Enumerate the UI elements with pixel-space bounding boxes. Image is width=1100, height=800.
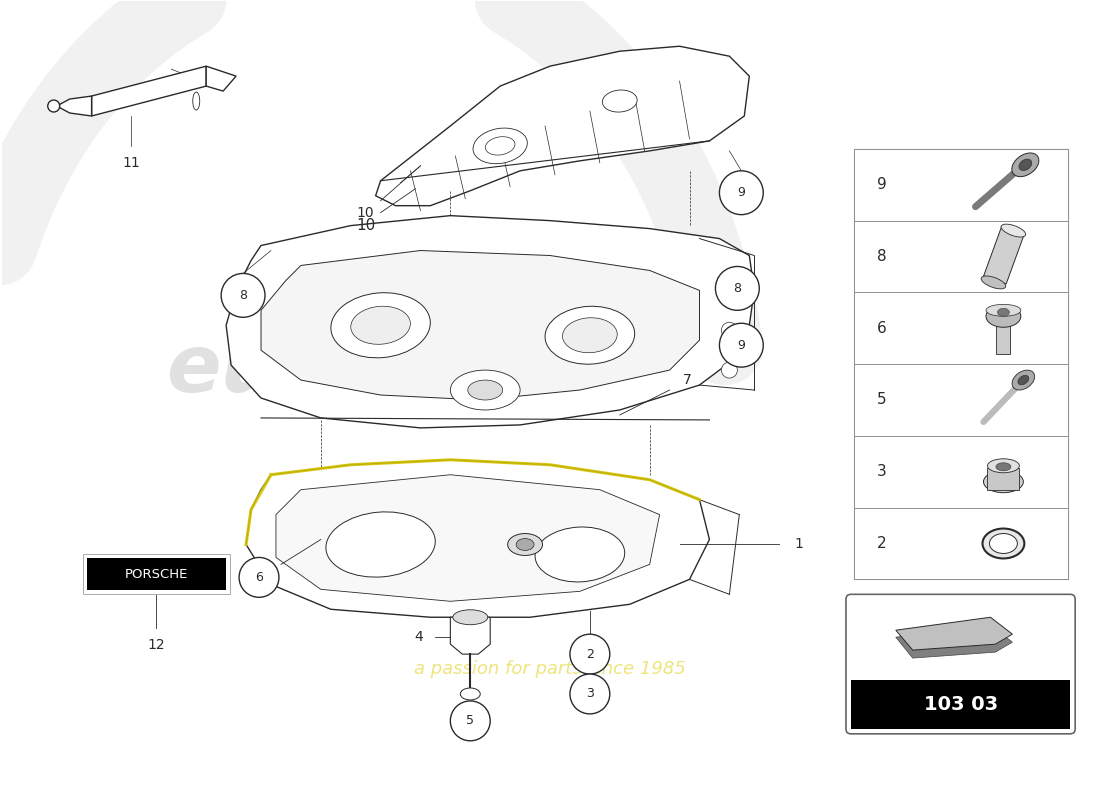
Text: 2: 2 bbox=[877, 536, 887, 551]
Ellipse shape bbox=[982, 529, 1024, 558]
Circle shape bbox=[719, 323, 763, 367]
Ellipse shape bbox=[516, 538, 535, 550]
Polygon shape bbox=[375, 46, 749, 206]
Text: 6: 6 bbox=[877, 321, 887, 336]
Text: 103 03: 103 03 bbox=[924, 694, 998, 714]
Ellipse shape bbox=[351, 306, 410, 344]
Bar bbox=[854, 221, 1068, 292]
Circle shape bbox=[239, 558, 279, 598]
Text: 9: 9 bbox=[877, 178, 887, 192]
Text: eurospares: eurospares bbox=[166, 331, 675, 409]
Ellipse shape bbox=[331, 293, 430, 358]
Polygon shape bbox=[227, 216, 755, 428]
Ellipse shape bbox=[460, 688, 481, 700]
Ellipse shape bbox=[988, 458, 1020, 473]
Polygon shape bbox=[895, 626, 1012, 658]
Bar bbox=[854, 508, 1068, 579]
Ellipse shape bbox=[986, 306, 1021, 327]
Text: 3: 3 bbox=[586, 687, 594, 701]
Text: 8: 8 bbox=[239, 289, 248, 302]
Ellipse shape bbox=[326, 512, 436, 577]
Bar bbox=[988, 468, 1020, 490]
Polygon shape bbox=[450, 618, 491, 654]
FancyBboxPatch shape bbox=[846, 594, 1075, 734]
Ellipse shape bbox=[473, 128, 527, 164]
Circle shape bbox=[722, 282, 737, 298]
Bar bbox=[854, 364, 1068, 436]
Circle shape bbox=[719, 170, 763, 214]
Ellipse shape bbox=[996, 462, 1011, 470]
Text: 7: 7 bbox=[683, 373, 692, 387]
Polygon shape bbox=[895, 618, 1012, 650]
Bar bbox=[854, 149, 1068, 221]
Ellipse shape bbox=[981, 276, 1005, 289]
Polygon shape bbox=[91, 66, 206, 116]
Circle shape bbox=[221, 274, 265, 318]
Polygon shape bbox=[261, 250, 700, 400]
Bar bbox=[87, 558, 227, 590]
Bar bbox=[851, 680, 1070, 729]
Circle shape bbox=[715, 266, 759, 310]
Text: 6: 6 bbox=[255, 571, 263, 584]
Circle shape bbox=[722, 362, 737, 378]
Ellipse shape bbox=[562, 318, 617, 353]
Circle shape bbox=[570, 634, 609, 674]
Bar bbox=[854, 292, 1068, 364]
Polygon shape bbox=[57, 96, 91, 116]
Text: 5: 5 bbox=[877, 393, 887, 407]
Ellipse shape bbox=[468, 380, 503, 400]
Polygon shape bbox=[983, 226, 1024, 284]
Text: 3: 3 bbox=[877, 464, 887, 479]
Ellipse shape bbox=[1019, 159, 1032, 170]
Text: 12: 12 bbox=[147, 638, 165, 652]
Circle shape bbox=[450, 701, 491, 741]
Text: 9: 9 bbox=[737, 338, 746, 352]
Circle shape bbox=[570, 674, 609, 714]
Ellipse shape bbox=[1001, 224, 1025, 237]
Ellipse shape bbox=[990, 534, 1018, 554]
Ellipse shape bbox=[507, 534, 542, 555]
Text: 8: 8 bbox=[877, 249, 887, 264]
Bar bbox=[854, 436, 1068, 508]
Circle shape bbox=[722, 322, 737, 338]
Ellipse shape bbox=[546, 306, 635, 364]
Text: 10: 10 bbox=[356, 218, 375, 233]
Text: 2: 2 bbox=[586, 648, 594, 661]
Bar bbox=[82, 554, 230, 594]
Ellipse shape bbox=[1012, 370, 1035, 390]
Text: a passion for parts since 1985: a passion for parts since 1985 bbox=[414, 660, 686, 678]
Ellipse shape bbox=[450, 370, 520, 410]
Text: 11: 11 bbox=[122, 156, 141, 170]
Bar bbox=[854, 149, 1068, 579]
Ellipse shape bbox=[485, 137, 515, 155]
Circle shape bbox=[47, 100, 59, 112]
Ellipse shape bbox=[535, 527, 625, 582]
Polygon shape bbox=[276, 474, 660, 602]
Ellipse shape bbox=[986, 304, 1021, 316]
Text: 5: 5 bbox=[466, 714, 474, 727]
Ellipse shape bbox=[998, 308, 1010, 316]
Text: 9: 9 bbox=[737, 186, 746, 199]
Text: 1: 1 bbox=[794, 538, 804, 551]
Ellipse shape bbox=[453, 610, 487, 625]
Polygon shape bbox=[206, 66, 236, 91]
Ellipse shape bbox=[192, 92, 200, 110]
Text: PORSCHE: PORSCHE bbox=[124, 568, 188, 581]
Text: 8: 8 bbox=[734, 282, 741, 295]
Ellipse shape bbox=[983, 470, 1023, 493]
Polygon shape bbox=[246, 460, 710, 618]
Ellipse shape bbox=[1012, 153, 1038, 177]
Text: 10: 10 bbox=[356, 206, 374, 220]
Bar bbox=[997, 322, 1011, 354]
Ellipse shape bbox=[603, 90, 637, 112]
Text: 4: 4 bbox=[414, 630, 422, 644]
Ellipse shape bbox=[1018, 375, 1028, 385]
